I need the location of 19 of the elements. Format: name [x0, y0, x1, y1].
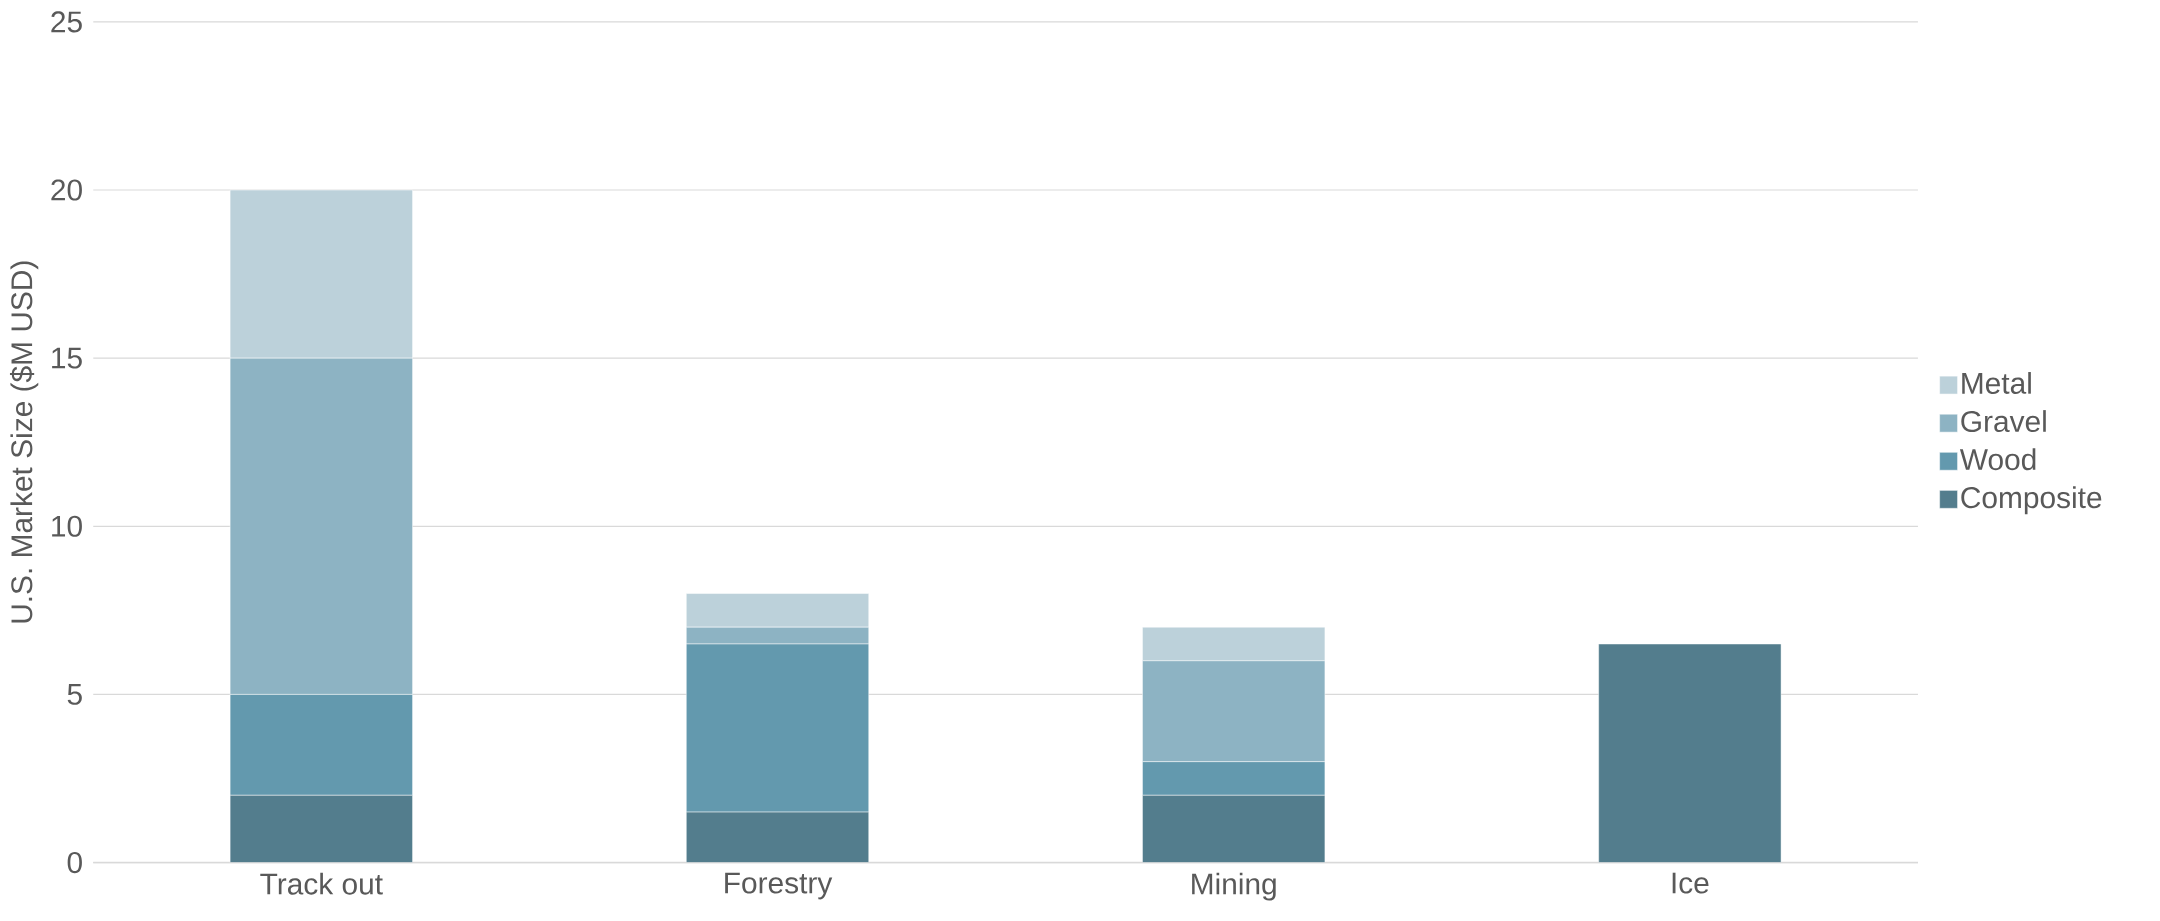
bar [686, 811, 869, 863]
y-tick-label: 20 [51, 179, 82, 201]
y-tick-label: 15 [52, 347, 82, 369]
x-tick-label: Forestry [725, 872, 833, 900]
y-axis-title: U.S. Market Size ($M USD) [9, 261, 39, 623]
x-tick-label: Ice [1672, 872, 1709, 894]
y-tick-label: 5 [67, 683, 82, 705]
x-tick-label: Mining [1192, 872, 1276, 901]
bar [1142, 794, 1326, 863]
bar [229, 794, 413, 863]
y-tick-label: 10 [52, 515, 82, 537]
y-tick-label: 25 [51, 11, 82, 33]
x-tick-label: Track out [260, 872, 383, 895]
legend-label: Metal [1962, 371, 2031, 394]
legend-label: Gravel [1961, 409, 2046, 432]
bar [1598, 643, 1782, 863]
legend-label: Wood [1959, 448, 2036, 470]
legend-label: Composite [1961, 486, 2102, 514]
y-tick-label: 0 [67, 851, 82, 873]
